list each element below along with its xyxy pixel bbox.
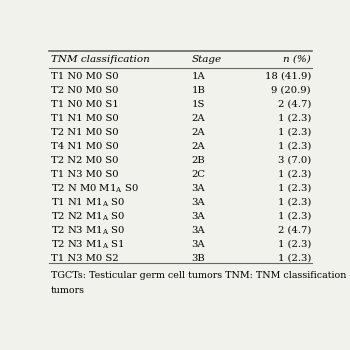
Text: T2 N2 M1$_\mathregular{A}$ S0: T2 N2 M1$_\mathregular{A}$ S0 (50, 210, 125, 223)
Text: TGCTs: Testicular germ cell tumors TNM: TNM classification of malignant: TGCTs: Testicular germ cell tumors TNM: … (50, 271, 350, 280)
Text: T2 N3 M1$_\mathregular{A}$ S0: T2 N3 M1$_\mathregular{A}$ S0 (50, 224, 125, 237)
Text: 2 (4.7): 2 (4.7) (278, 100, 311, 109)
Text: 1 (2.3): 1 (2.3) (278, 128, 311, 137)
Text: 2B: 2B (191, 156, 205, 165)
Text: 2 (4.7): 2 (4.7) (278, 226, 311, 235)
Text: T2 N M0 M1$_\mathregular{A}$ S0: T2 N M0 M1$_\mathregular{A}$ S0 (50, 182, 138, 195)
Text: 1 (2.3): 1 (2.3) (278, 142, 311, 151)
Text: 18 (41.9): 18 (41.9) (265, 72, 311, 81)
Text: T4 N1 M0 S0: T4 N1 M0 S0 (50, 142, 118, 151)
Text: 1 (2.3): 1 (2.3) (278, 198, 311, 207)
Text: 9 (20.9): 9 (20.9) (271, 86, 311, 95)
Text: T2 N2 M0 S0: T2 N2 M0 S0 (50, 156, 118, 165)
Text: 3A: 3A (191, 226, 205, 235)
Text: 2A: 2A (191, 114, 205, 123)
Text: 1 (2.3): 1 (2.3) (278, 184, 311, 193)
Text: tumors: tumors (50, 286, 85, 295)
Text: T1 N3 M0 S0: T1 N3 M0 S0 (50, 170, 118, 179)
Text: 1 (2.3): 1 (2.3) (278, 240, 311, 249)
Text: 2A: 2A (191, 128, 205, 137)
Text: 3 (7.0): 3 (7.0) (278, 156, 311, 165)
Text: T2 N0 M0 S0: T2 N0 M0 S0 (50, 86, 118, 95)
Text: T2 N3 M1$_\mathregular{A}$ S1: T2 N3 M1$_\mathregular{A}$ S1 (50, 238, 124, 251)
Text: 3A: 3A (191, 198, 205, 207)
Text: T1 N1 M1$_\mathregular{A}$ S0: T1 N1 M1$_\mathregular{A}$ S0 (50, 196, 125, 209)
Text: 1A: 1A (191, 72, 205, 81)
Text: 1 (2.3): 1 (2.3) (278, 254, 311, 263)
Text: 1 (2.3): 1 (2.3) (278, 212, 311, 221)
Text: 1 (2.3): 1 (2.3) (278, 170, 311, 179)
Text: 1S: 1S (191, 100, 205, 109)
Text: T1 N1 M0 S0: T1 N1 M0 S0 (50, 114, 118, 123)
Text: T1 N0 M0 S0: T1 N0 M0 S0 (50, 72, 118, 81)
Text: 3A: 3A (191, 240, 205, 249)
Text: 1 (2.3): 1 (2.3) (278, 114, 311, 123)
Text: T1 N0 M0 S1: T1 N0 M0 S1 (50, 100, 118, 109)
Text: 3A: 3A (191, 184, 205, 193)
Text: T1 N3 M0 S2: T1 N3 M0 S2 (50, 254, 118, 263)
Text: n (%): n (%) (283, 55, 311, 64)
Text: 3A: 3A (191, 212, 205, 221)
Text: 2A: 2A (191, 142, 205, 151)
Text: 1B: 1B (191, 86, 205, 95)
Text: 3B: 3B (191, 254, 205, 263)
Text: 2C: 2C (191, 170, 205, 179)
Text: T2 N1 M0 S0: T2 N1 M0 S0 (50, 128, 118, 137)
Text: Stage: Stage (191, 55, 222, 64)
Text: TNM classification: TNM classification (50, 55, 149, 64)
